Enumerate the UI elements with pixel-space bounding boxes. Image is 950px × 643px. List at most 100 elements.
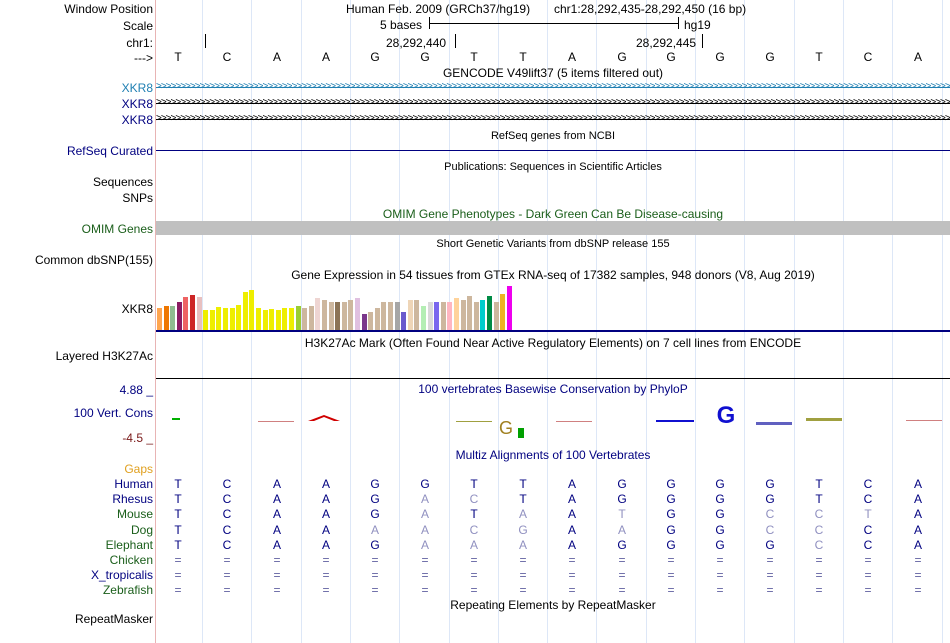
gtex-bar-chart[interactable] [156,284,536,330]
gtex-tissue-bar[interactable] [302,308,308,330]
gtex-tissue-bar[interactable] [328,302,334,330]
gtex-tissue-bar[interactable] [190,295,195,330]
track-label-gtex[interactable]: XKR8 [121,302,153,316]
track-label-refseq[interactable]: RefSeq Curated [66,144,153,158]
gtex-tissue-bar[interactable] [209,310,215,330]
gtex-tissue-bar[interactable] [348,300,354,330]
gtex-tissue-bar[interactable] [315,298,321,330]
track-label-xkr8-2[interactable]: XKR8 [121,97,153,111]
track-label-cons[interactable]: 100 Vert. Cons [73,406,153,420]
alignment-base: = [815,583,823,597]
gtex-tissue-bar[interactable] [480,300,486,330]
cons-title: 100 vertebrates Basewise Conservation by… [418,382,688,396]
track-label-h3k27ac[interactable]: Layered H3K27Ac [55,349,153,363]
alignment-base: = [667,568,675,582]
gtex-tissue-bar[interactable] [183,297,189,330]
alignment-base: = [223,583,231,597]
alignment-base: = [618,568,626,582]
gtex-tissue-bar[interactable] [473,302,479,330]
gtex-tissue-bar[interactable] [427,302,433,330]
gtex-tissue-bar[interactable] [341,302,347,330]
gtex-tissue-bar[interactable] [176,302,182,330]
gtex-tissue-bar[interactable] [440,302,446,330]
gtex-tissue-bar[interactable] [236,305,242,330]
species-label: Mouse [116,507,153,522]
gtex-tissue-bar[interactable] [203,310,209,330]
gtex-tissue-bar[interactable] [467,296,473,330]
gtex-tissue-bar[interactable] [401,312,407,330]
gtex-tissue-bar[interactable] [500,294,506,330]
gtex-tissue-bar[interactable] [216,307,222,330]
track-label-snps[interactable]: SNPs [122,191,153,205]
base-guide-line [942,0,943,643]
base-guide-line [843,0,844,643]
track-label-omim[interactable]: OMIM Genes [81,222,153,236]
alignment-base: T [174,492,182,506]
gtex-tissue-bar[interactable] [454,298,459,330]
refseq-gene-line[interactable] [156,150,950,151]
track-labels-panel: Window Position Scale chr1: ---> XKR8 XK… [0,0,156,643]
gtex-tissue-bar[interactable] [295,306,301,330]
gtex-tissue-bar[interactable] [170,306,176,330]
gtex-tissue-bar[interactable] [414,300,420,330]
gtex-tissue-bar[interactable] [249,290,255,330]
gtex-tissue-bar[interactable] [506,286,512,330]
alignment-base: = [273,553,281,567]
gtex-tissue-bar[interactable] [256,308,261,330]
gtex-tissue-bar[interactable] [262,310,268,330]
gtex-tissue-bar[interactable] [308,306,314,330]
gtex-tissue-bar[interactable] [407,300,413,330]
gtex-tissue-bar[interactable] [163,306,169,330]
gtex-tissue-bar[interactable] [223,308,228,330]
track-label-dbsnp[interactable]: Common dbSNP(155) [34,253,153,267]
refseq-title: RefSeq genes from NCBI [490,130,616,142]
strand-arrow-label: ---> [134,51,153,65]
gtex-tissue-bar[interactable] [493,302,499,330]
alignment-base: T [470,507,478,521]
xkr8-gene-model[interactable]: >>>>>>>>>>>>>>>>>>>>>>>>>>>>>>>>>>>>>>>>… [156,80,950,94]
alignment-base: A [321,492,331,506]
alignment-base: T [174,538,182,552]
gtex-tissue-bar[interactable] [361,314,367,330]
gtex-tissue-bar[interactable] [447,302,453,330]
gtex-tissue-bar[interactable] [157,308,162,330]
alignment-base: = [470,568,478,582]
gtex-tissue-bar[interactable] [229,308,235,330]
alignment-base: C [222,538,232,552]
alignment-base: = [371,553,379,567]
gtex-tissue-bar[interactable] [322,300,327,330]
gtex-tissue-bar[interactable] [335,302,341,330]
gtex-tissue-bar[interactable] [355,298,360,330]
alignment-base: T [174,477,182,491]
xkr8-gene-model[interactable]: >>>>>>>>>>>>>>>>>>>>>>>>>>>>>>>>>>>>>>>>… [156,112,950,126]
pubs-title: Publications: Sequences in Scientific Ar… [444,161,662,173]
track-data-panel[interactable]: Human Feb. 2009 (GRCh37/hg19) chr1:28,29… [156,0,950,643]
gtex-tissue-bar[interactable] [282,308,288,330]
alignment-base: A [617,523,627,537]
alignment-base: T [618,507,626,521]
omim-gene-bar[interactable] [156,221,950,235]
gtex-tissue-bar[interactable] [269,309,275,330]
gtex-tissue-bar[interactable] [460,300,466,330]
gtex-tissue-bar[interactable] [388,302,393,330]
alignment-base: C [814,538,824,552]
gtex-tissue-bar[interactable] [487,296,492,330]
gtex-tissue-bar[interactable] [368,312,374,330]
track-label-xkr8-1[interactable]: XKR8 [121,81,153,95]
track-label-repeatmasker[interactable]: RepeatMasker [74,612,153,626]
gtex-tissue-bar[interactable] [394,302,400,330]
xkr8-gene-model[interactable]: >>>>>>>>>>>>>>>>>>>>>>>>>>>>>>>>>>>>>>>>… [156,96,950,110]
gtex-tissue-bar[interactable] [374,308,380,330]
alignment-base: A [321,507,331,521]
alignment-base: T [470,477,478,491]
alignment-base: G [666,538,676,552]
gtex-tissue-bar[interactable] [275,310,281,330]
gtex-tissue-bar[interactable] [421,306,426,330]
gtex-tissue-bar[interactable] [434,302,440,330]
track-label-xkr8-3[interactable]: XKR8 [121,113,153,127]
gtex-tissue-bar[interactable] [289,308,294,330]
track-label-sequences[interactable]: Sequences [92,175,153,189]
gtex-tissue-bar[interactable] [381,302,387,330]
gtex-tissue-bar[interactable] [196,297,202,330]
gtex-tissue-bar[interactable] [242,292,248,330]
